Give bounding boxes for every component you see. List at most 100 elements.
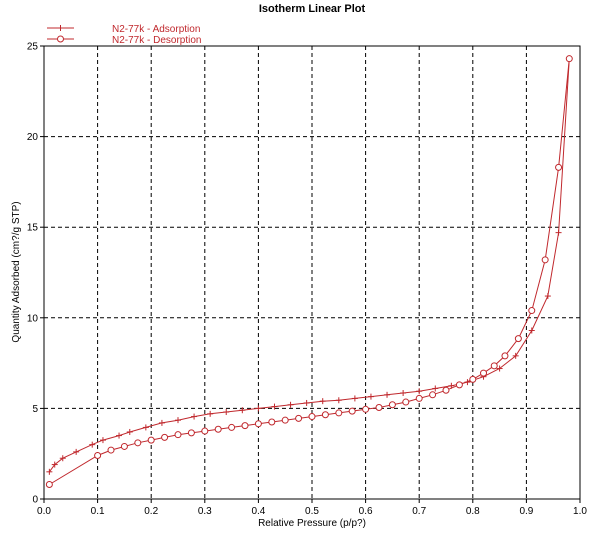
series-layer bbox=[45, 55, 573, 489]
y-tick-label: 10 bbox=[27, 313, 39, 324]
desorption-point bbox=[45, 481, 53, 489]
adsorption-point bbox=[528, 327, 535, 334]
x-axis-title: Relative Pressure (p/p?) bbox=[258, 518, 366, 529]
desorption-point bbox=[415, 394, 423, 402]
x-tick-label: 0.6 bbox=[359, 506, 373, 517]
desorption-point bbox=[455, 381, 463, 389]
chart-title: Isotherm Linear Plot bbox=[259, 3, 366, 15]
adsorption-point bbox=[367, 393, 374, 400]
x-tick-label: 1.0 bbox=[573, 506, 587, 517]
desorption-point bbox=[541, 256, 549, 264]
adsorption-point bbox=[496, 365, 503, 372]
x-tick-label: 0.3 bbox=[198, 506, 212, 517]
adsorption-point bbox=[384, 391, 391, 398]
y-axis-title: Quantity Adsorbed (cm?/g STP) bbox=[11, 201, 22, 342]
desorption-point bbox=[348, 407, 356, 415]
desorption-series bbox=[45, 55, 573, 489]
adsorption-point bbox=[512, 352, 519, 359]
adsorption-point bbox=[191, 413, 198, 420]
desorption-point bbox=[321, 411, 329, 419]
adsorption-point bbox=[57, 25, 64, 31]
desorption-point bbox=[94, 452, 102, 460]
desorption-point bbox=[362, 405, 370, 413]
desorption-point bbox=[429, 391, 437, 399]
y-tick-label: 15 bbox=[27, 223, 39, 234]
y-tick-label: 5 bbox=[32, 404, 38, 415]
desorption-point bbox=[442, 386, 450, 394]
adsorption-point bbox=[544, 293, 551, 300]
x-tick-label: 0.2 bbox=[144, 506, 158, 517]
axis-ticks: 0.0 0.1 0.2 0.3 0.4 0.5 0.6 0.7 0.8 0.9 1.0 0 5 10 15 2… bbox=[27, 42, 588, 518]
desorption-point bbox=[214, 425, 222, 433]
adsorption-point bbox=[416, 388, 423, 395]
y-tick-label: 20 bbox=[27, 132, 39, 143]
x-tick-label: 0.4 bbox=[251, 506, 265, 517]
adsorption-point bbox=[287, 401, 294, 408]
desorption-point bbox=[187, 429, 195, 437]
adsorption-point bbox=[73, 448, 80, 455]
desorption-point bbox=[57, 35, 64, 43]
x-tick-label: 0.7 bbox=[412, 506, 426, 517]
adsorption-point bbox=[175, 417, 181, 424]
desorption-point bbox=[254, 420, 262, 428]
adsorption-point bbox=[400, 389, 407, 396]
grid-lines bbox=[44, 46, 580, 499]
adsorption-point bbox=[319, 398, 326, 405]
adsorption-point bbox=[335, 397, 342, 404]
desorption-point bbox=[480, 369, 488, 377]
adsorption-point bbox=[255, 405, 262, 412]
adsorption-point bbox=[223, 409, 230, 416]
desorption-point bbox=[134, 439, 142, 447]
desorption-point bbox=[107, 446, 115, 454]
desorption-point bbox=[469, 375, 477, 383]
legend-label: N2-77k - Desorption bbox=[112, 35, 201, 46]
plot-frame bbox=[43, 45, 581, 500]
desorption-point bbox=[308, 413, 316, 421]
desorption-point bbox=[565, 55, 573, 63]
desorption-point bbox=[490, 362, 498, 370]
desorption-point bbox=[147, 436, 155, 444]
adsorption-point bbox=[158, 419, 165, 426]
adsorption-point bbox=[126, 428, 133, 435]
legend-entry: N2-77k - Desorption bbox=[47, 35, 201, 46]
adsorption-point bbox=[99, 437, 106, 444]
adsorption-point bbox=[142, 424, 149, 431]
adsorption-point bbox=[59, 455, 66, 462]
desorption-point bbox=[402, 398, 410, 406]
desorption-point bbox=[161, 433, 169, 441]
adsorption-point bbox=[51, 461, 58, 468]
x-tick-label: 0.9 bbox=[519, 506, 533, 517]
x-tick-label: 0.0 bbox=[37, 506, 51, 517]
desorption-point bbox=[501, 352, 509, 360]
desorption-point bbox=[335, 409, 343, 417]
legend-label: N2-77k - Adsorption bbox=[112, 24, 200, 35]
adsorption-point bbox=[303, 399, 310, 406]
desorption-point bbox=[388, 401, 396, 409]
y-tick-label: 0 bbox=[32, 495, 38, 506]
desorption-point bbox=[281, 416, 289, 424]
x-tick-label: 0.5 bbox=[305, 506, 319, 517]
desorption-point bbox=[514, 335, 522, 343]
x-tick-label: 0.1 bbox=[91, 506, 105, 517]
adsorption-point bbox=[239, 407, 246, 414]
x-tick-label: 0.8 bbox=[466, 506, 480, 517]
desorption-point bbox=[375, 403, 383, 411]
desorption-point bbox=[228, 423, 236, 431]
adsorption-point bbox=[207, 410, 214, 417]
desorption-point bbox=[555, 163, 563, 171]
desorption-point bbox=[528, 307, 536, 315]
legend-entry: N2-77k - Adsorption bbox=[47, 24, 200, 35]
y-tick-label: 25 bbox=[27, 42, 39, 53]
adsorption-point bbox=[89, 441, 96, 448]
adsorption-point bbox=[555, 229, 562, 236]
desorption-point bbox=[201, 427, 209, 435]
adsorption-point bbox=[271, 403, 278, 410]
adsorption-point bbox=[351, 395, 358, 402]
desorption-point bbox=[120, 442, 128, 450]
desorption-point bbox=[268, 418, 276, 426]
adsorption-point bbox=[46, 468, 53, 475]
adsorption-point bbox=[116, 432, 123, 439]
